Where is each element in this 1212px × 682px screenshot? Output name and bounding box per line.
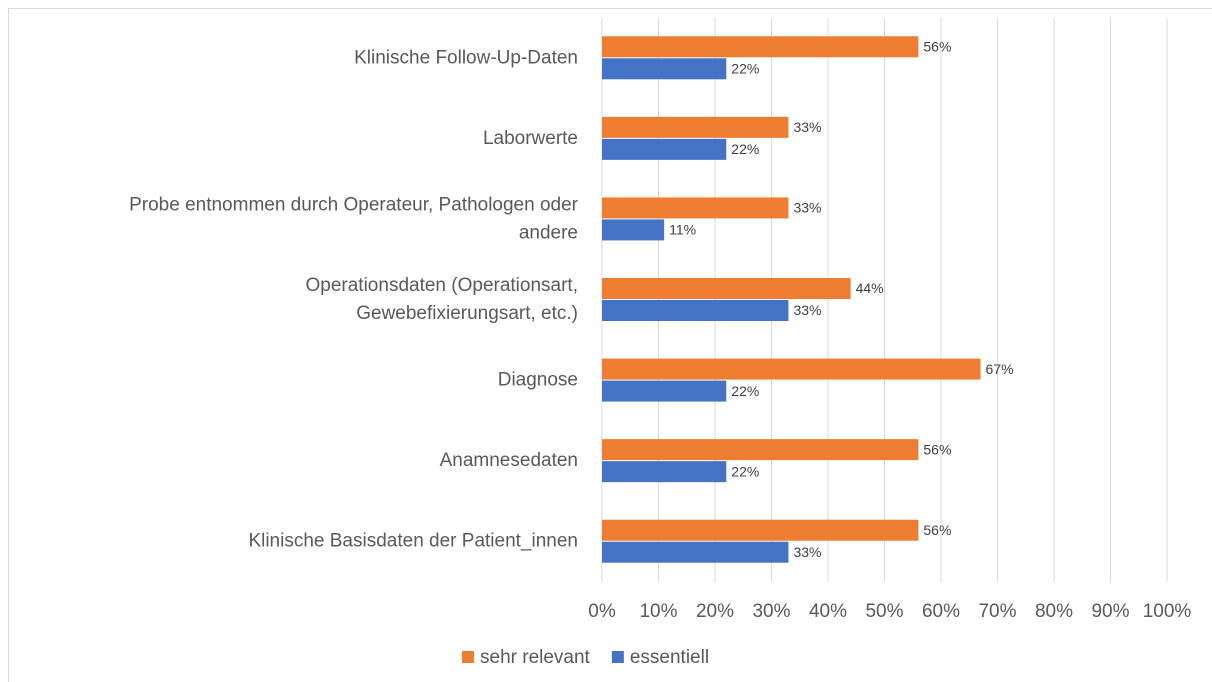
bar bbox=[602, 278, 851, 299]
legend-swatch bbox=[611, 651, 624, 663]
x-tick-label: 30% bbox=[752, 601, 790, 622]
x-tick-label: 90% bbox=[1091, 601, 1129, 622]
legend-label: essentiell bbox=[630, 647, 709, 668]
x-tick-label: 50% bbox=[865, 601, 903, 622]
bar bbox=[602, 358, 981, 380]
data-label: 33% bbox=[793, 544, 821, 560]
bar bbox=[602, 380, 727, 402]
bar bbox=[602, 116, 789, 138]
bar bbox=[602, 36, 919, 58]
bar bbox=[602, 439, 919, 461]
data-label: 22% bbox=[731, 60, 759, 76]
data-label: 33% bbox=[793, 302, 821, 318]
data-label: 22% bbox=[731, 383, 759, 399]
data-label: 33% bbox=[793, 200, 821, 216]
y-tick-label: Diagnose bbox=[498, 370, 578, 391]
bar bbox=[602, 519, 919, 541]
x-tick-label: 10% bbox=[639, 601, 677, 622]
bar bbox=[602, 58, 727, 80]
y-tick-label: Probe entnommen durch Operateur, Patholo… bbox=[129, 194, 579, 215]
x-tick-label: 80% bbox=[1035, 601, 1073, 622]
legend-swatch bbox=[462, 651, 474, 663]
y-tick-label: Klinische Basisdaten der Patient_innen bbox=[248, 531, 578, 552]
bar bbox=[602, 541, 789, 563]
chart-frame bbox=[8, 8, 1212, 682]
x-tick-label: 100% bbox=[1143, 601, 1192, 622]
y-tick-label: Anamnesedaten bbox=[440, 450, 578, 471]
data-label: 11% bbox=[669, 222, 696, 238]
data-label: 67% bbox=[986, 361, 1014, 377]
legend-label: sehr relevant bbox=[480, 647, 591, 668]
y-tick-label: Operationsdaten (Operationsart, bbox=[306, 275, 579, 296]
bar bbox=[602, 461, 727, 483]
y-tick-label: Gewebefixierungsart, etc.) bbox=[356, 303, 578, 324]
data-label: 56% bbox=[923, 441, 951, 457]
bar bbox=[602, 197, 789, 219]
x-tick-label: 60% bbox=[922, 601, 960, 622]
data-label: 56% bbox=[923, 38, 951, 54]
bar bbox=[602, 219, 665, 241]
y-tick-label: Laborwerte bbox=[483, 128, 578, 149]
y-tick-label: andere bbox=[519, 222, 578, 243]
data-label: 44% bbox=[856, 280, 884, 296]
x-tick-label: 0% bbox=[588, 601, 616, 622]
data-label: 33% bbox=[793, 119, 821, 135]
x-tick-label: 70% bbox=[978, 601, 1016, 622]
bar bbox=[602, 138, 727, 160]
x-tick-label: 20% bbox=[696, 601, 734, 622]
y-tick-label: Klinische Follow-Up-Daten bbox=[354, 47, 578, 68]
bar bbox=[602, 300, 789, 321]
x-tick-label: 40% bbox=[809, 601, 847, 622]
data-label: 22% bbox=[731, 141, 759, 157]
data-label: 56% bbox=[923, 522, 951, 538]
data-label: 22% bbox=[731, 463, 759, 479]
